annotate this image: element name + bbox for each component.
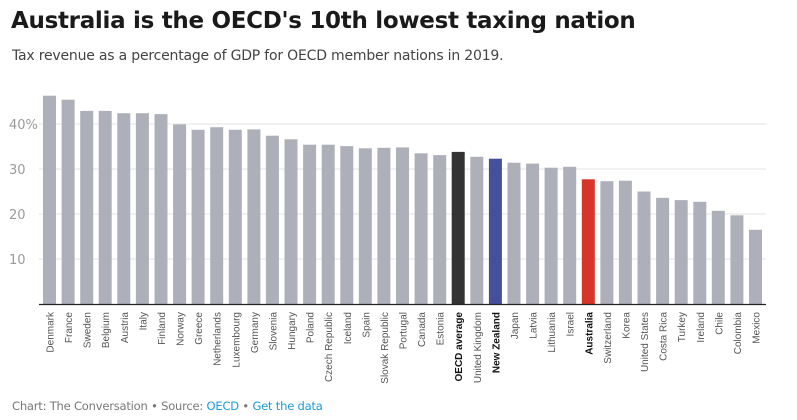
bar-portugal[interactable] — [396, 147, 409, 304]
chart-subtitle: Tax revenue as a percentage of GDP for O… — [12, 48, 504, 64]
bar-latvia[interactable] — [526, 163, 540, 304]
x-tick-label: Hungary — [287, 312, 298, 350]
x-tick-label: Netherlands — [213, 312, 224, 366]
x-tick-label: Israel — [566, 312, 577, 336]
bar-netherlands[interactable] — [210, 127, 224, 304]
x-tick-label: France — [64, 312, 75, 344]
bar-united-states[interactable] — [637, 191, 651, 305]
bar-slovenia[interactable] — [265, 135, 279, 304]
source-link-oecd[interactable]: OECD — [206, 399, 240, 413]
y-tick-label: 40% — [9, 118, 38, 133]
separator: • — [238, 399, 253, 413]
bar-luxembourg[interactable] — [228, 129, 242, 304]
bar-finland[interactable] — [154, 114, 168, 304]
bar-slovak-republic[interactable] — [377, 147, 391, 304]
bar-belgium[interactable] — [98, 110, 112, 305]
x-tick-label: Mexico — [752, 312, 763, 344]
x-tick-label: Canada — [417, 312, 428, 347]
bar-turkey[interactable] — [674, 200, 688, 304]
bar-spain[interactable] — [358, 148, 372, 304]
chart-title: Australia is the OECD's 10th lowest taxi… — [11, 8, 636, 34]
y-axis-tick-labels: 10 20 30 40% — [9, 118, 38, 268]
x-tick-label: OECD average — [454, 312, 465, 382]
x-tick-label: Costa Rica — [659, 312, 670, 361]
x-tick-label: Germany — [250, 312, 261, 353]
x-tick-label: Finland — [157, 312, 168, 345]
bar-mexico[interactable] — [749, 229, 762, 305]
bar-canada[interactable] — [414, 153, 428, 305]
bar-iceland[interactable] — [340, 146, 354, 304]
bar-australia[interactable] — [581, 179, 595, 304]
x-tick-label: Chile — [714, 312, 725, 335]
x-tick-label: Sweden — [83, 312, 94, 348]
x-tick-label: Norway — [176, 312, 187, 346]
bar-germany[interactable] — [247, 129, 261, 304]
x-tick-label: United States — [640, 312, 651, 372]
bar-israel[interactable] — [563, 166, 577, 305]
bar-united-kingdom[interactable] — [470, 156, 484, 304]
get-the-data-link[interactable]: Get the data — [252, 399, 323, 413]
x-tick-label: Italy — [138, 312, 149, 330]
x-tick-label: Spain — [361, 312, 372, 338]
bar-colombia[interactable] — [730, 215, 744, 304]
chart-credit: Chart: The Conversation — [12, 399, 148, 413]
bar-austria[interactable] — [117, 113, 131, 304]
x-tick-label: Japan — [510, 312, 521, 339]
bar-italy[interactable] — [135, 113, 149, 304]
bar-estonia[interactable] — [433, 155, 447, 304]
bar-chart: 10 20 30 40% Denmark France Sweden Belgium Aust… — [9, 95, 766, 384]
y-tick-label: 10 — [9, 253, 26, 268]
x-tick-label: Turkey — [677, 312, 688, 342]
y-tick-label: 30 — [9, 163, 26, 178]
x-tick-label: New Zealand — [491, 312, 502, 373]
bar-korea[interactable] — [618, 180, 632, 304]
x-tick-label: Denmark — [46, 311, 57, 353]
x-tick-label: Australia — [584, 312, 595, 355]
bar-france[interactable] — [61, 99, 75, 304]
bar-hungary[interactable] — [284, 139, 298, 304]
bar-lithuania[interactable] — [544, 167, 558, 304]
bar-denmark[interactable] — [43, 95, 56, 304]
x-tick-label: Greece — [194, 312, 205, 345]
x-tick-label: Poland — [306, 312, 317, 343]
x-axis-category-labels: Denmark France Sweden Belgium Austria Italy Fi… — [46, 311, 763, 384]
x-tick-label: Switzerland — [603, 312, 614, 364]
bars — [43, 95, 762, 305]
bar-czech-republic[interactable] — [321, 144, 335, 304]
x-tick-label: Estonia — [436, 312, 447, 346]
bar-poland[interactable] — [303, 144, 317, 304]
bar-ireland[interactable] — [693, 201, 707, 304]
x-tick-label: Ireland — [696, 312, 707, 343]
source-label: Source: — [161, 399, 207, 413]
y-tick-label: 20 — [9, 208, 26, 223]
bar-switzerland[interactable] — [600, 181, 614, 304]
bar-norway[interactable] — [173, 124, 187, 305]
bar-new-zealand[interactable] — [488, 158, 502, 304]
separator: • — [147, 399, 162, 413]
bar-sweden[interactable] — [80, 110, 94, 305]
x-tick-label: Portugal — [399, 312, 410, 349]
bar-greece[interactable] — [191, 129, 205, 304]
x-tick-label: Slovenia — [268, 312, 279, 351]
bar-oecd-average[interactable] — [451, 151, 465, 304]
x-tick-label: Belgium — [101, 312, 112, 348]
x-tick-label: Luxembourg — [231, 312, 242, 368]
x-tick-label: Lithuania — [547, 312, 558, 353]
x-tick-label: Austria — [120, 312, 131, 344]
x-tick-label: Latvia — [529, 312, 540, 339]
bar-chile[interactable] — [711, 210, 725, 304]
x-tick-label: United Kingdom — [473, 312, 484, 383]
x-tick-label: Slovak Republic — [380, 312, 391, 384]
bar-costa-rica[interactable] — [656, 197, 670, 304]
x-tick-label: Korea — [621, 312, 632, 339]
x-tick-label: Colombia — [733, 312, 744, 355]
bar-japan[interactable] — [507, 162, 521, 304]
x-tick-label: Czech Republic — [324, 312, 335, 382]
chart-footer: Chart: The Conversation • Source: OECD •… — [12, 399, 323, 413]
x-tick-label: Iceland — [343, 312, 354, 344]
